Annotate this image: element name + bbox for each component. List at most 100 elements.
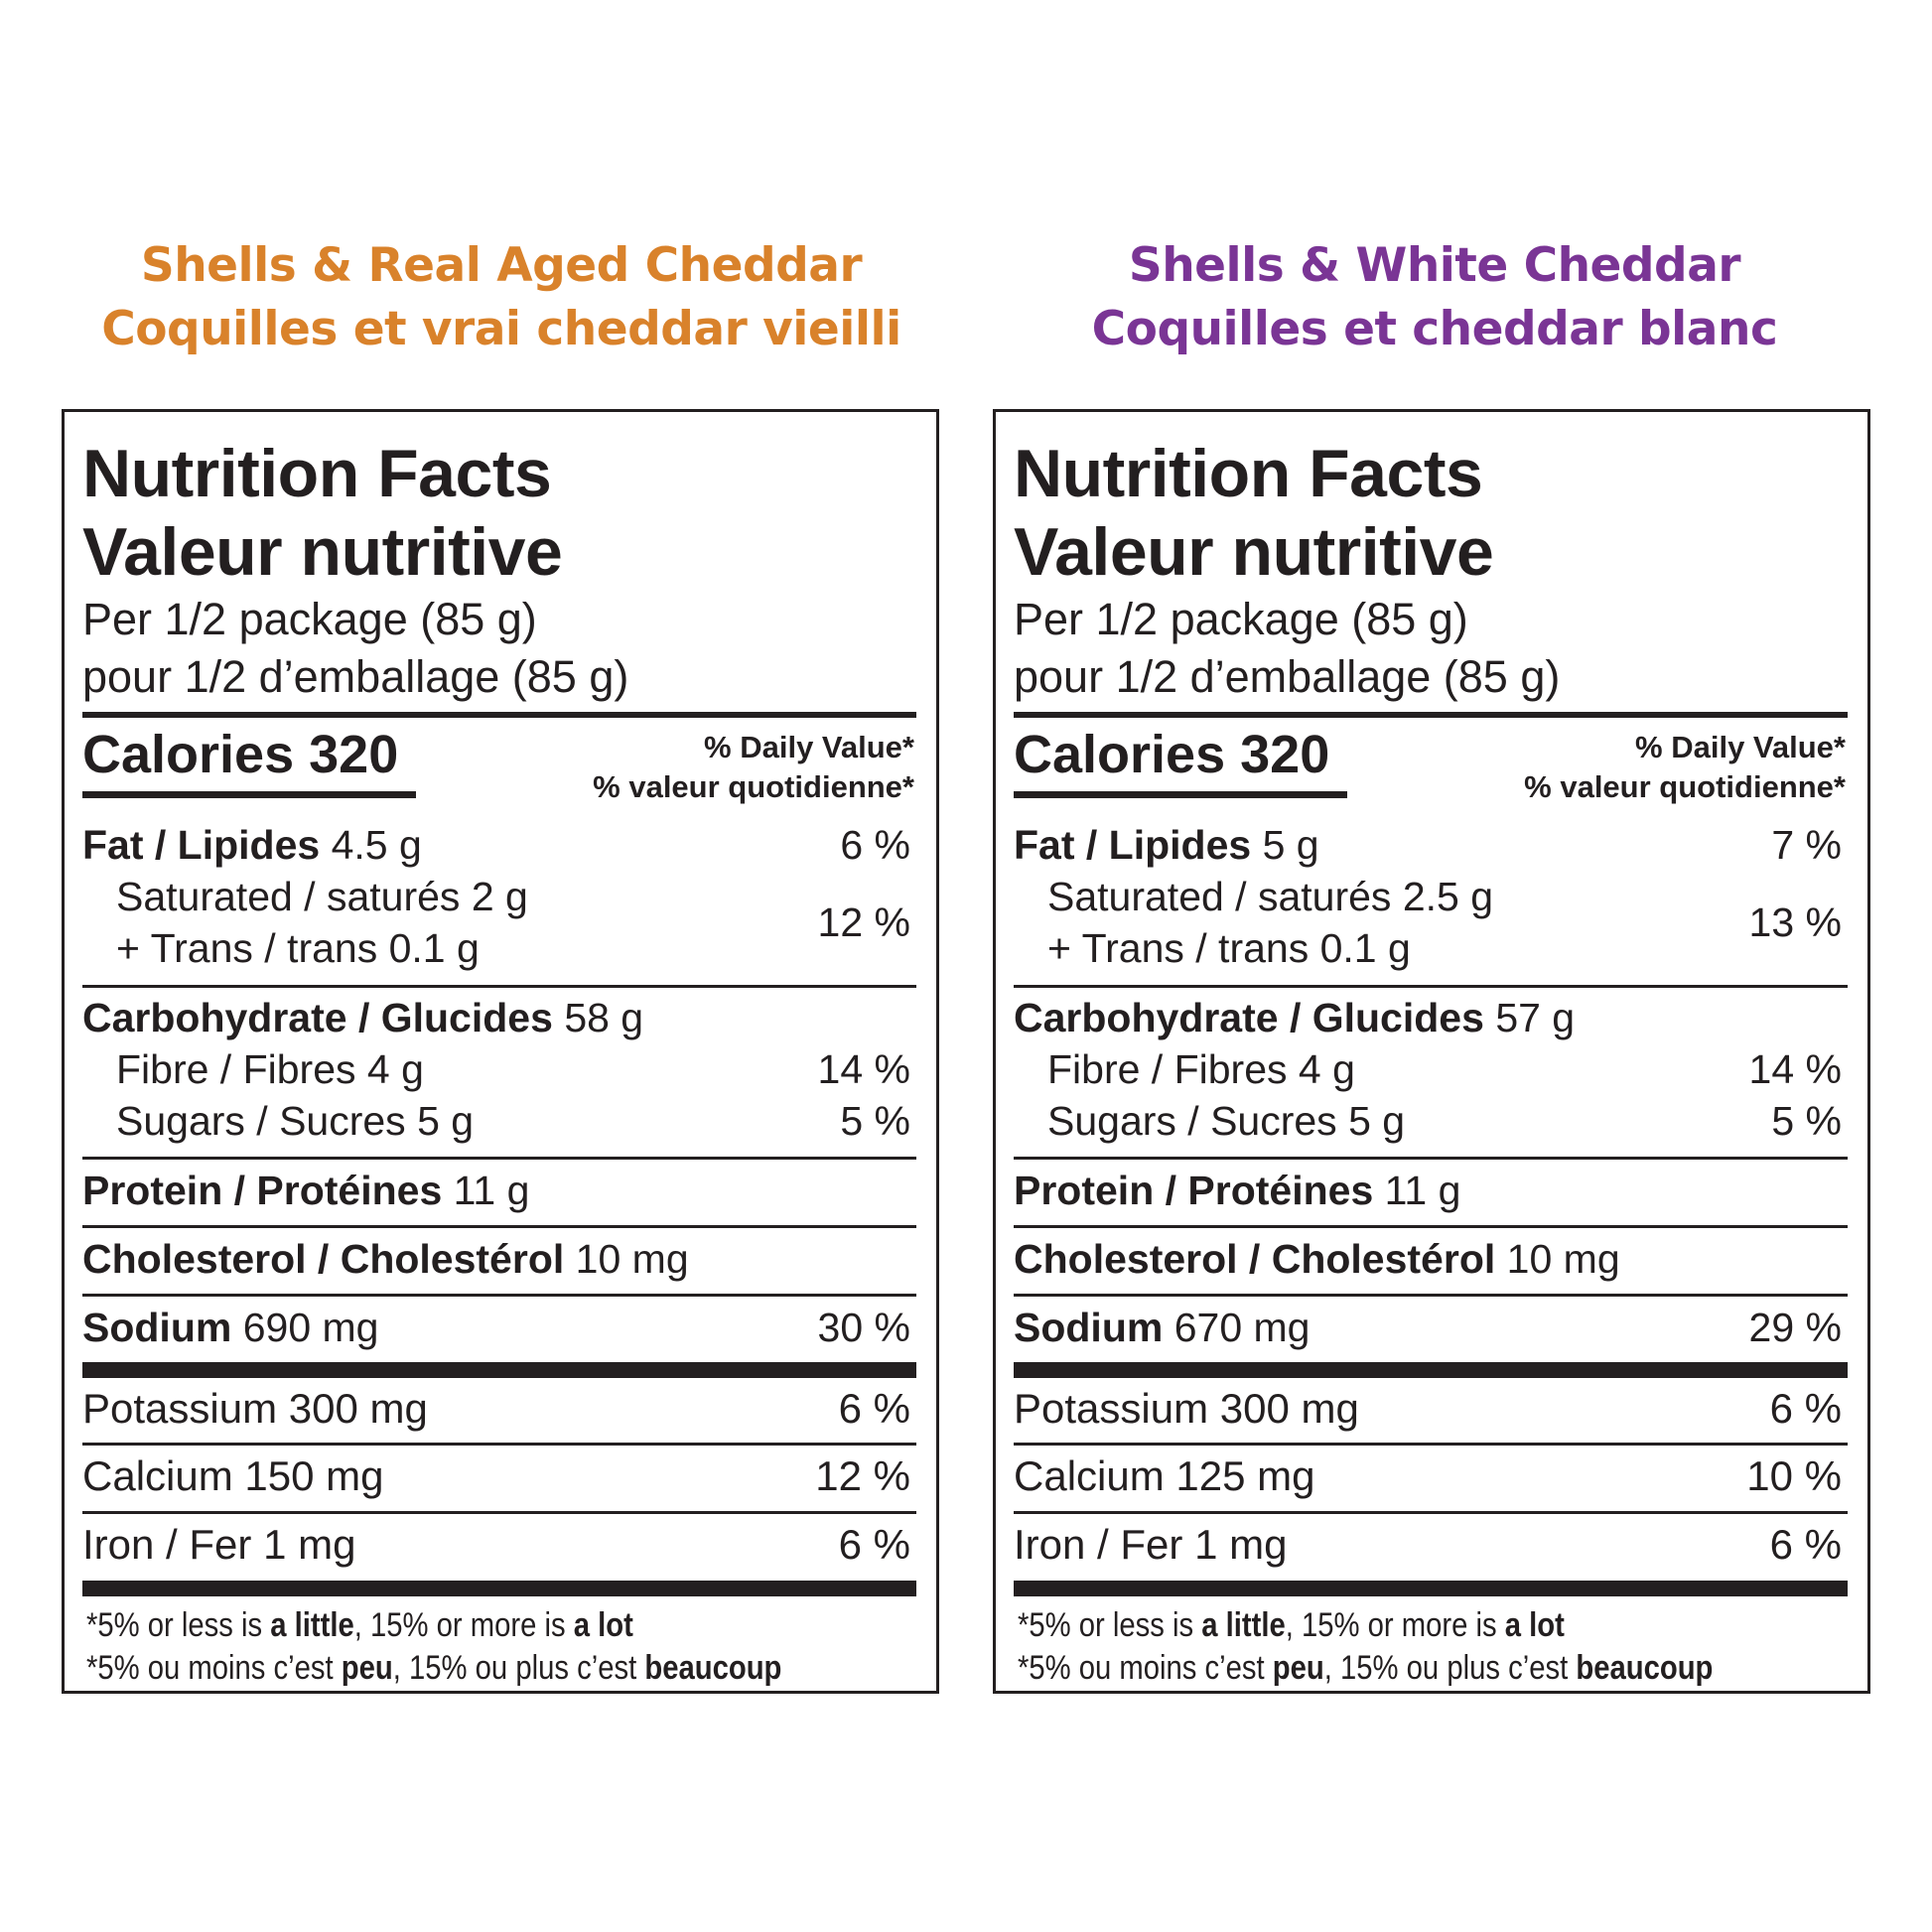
thick-divider bbox=[1014, 1581, 1848, 1596]
iron-row: Iron / Fer 1 mg bbox=[1014, 1519, 1287, 1571]
potassium-amount: 300 mg bbox=[288, 1385, 428, 1432]
protein-label: Protein / Protéines bbox=[1014, 1168, 1374, 1213]
carbohydrate-label: Carbohydrate / Glucides bbox=[1014, 995, 1484, 1040]
sodium-row: Sodium 670 mg bbox=[1014, 1302, 1311, 1353]
trans-amount: 0.1 g bbox=[388, 925, 480, 971]
footnote-text: *5% ou moins c’est bbox=[1018, 1649, 1273, 1687]
footnote-en: *5% or less is a little, 15% or more is … bbox=[86, 1603, 633, 1647]
sugars-row: Sugars / Sucres 5 g bbox=[1047, 1095, 1405, 1147]
protein-label: Protein / Protéines bbox=[82, 1168, 443, 1213]
potassium-percent: 6 % bbox=[838, 1385, 910, 1432]
footnote-bold: beaucoup bbox=[1576, 1649, 1714, 1687]
fat-amount: 5 g bbox=[1262, 822, 1319, 868]
fibre-label: Fibre / Fibres bbox=[1047, 1046, 1288, 1092]
valeur-nutritive-heading: Valeur nutritive bbox=[1014, 514, 1494, 590]
calories-value: 320 bbox=[309, 725, 399, 784]
cholesterol-row: Cholesterol / Cholestérol 10 mg bbox=[1014, 1233, 1620, 1285]
saturated-label: Saturated / saturés bbox=[116, 874, 461, 919]
footnote-text: *5% or less is bbox=[1018, 1606, 1202, 1644]
potassium-percent: 6 % bbox=[1769, 1385, 1842, 1432]
fat-amount: 4.5 g bbox=[331, 822, 422, 868]
fibre-amount: 4 g bbox=[366, 1046, 424, 1092]
calcium-amount: 150 mg bbox=[244, 1452, 384, 1499]
serving-size-en: Per 1/2 package (85 g) bbox=[82, 594, 537, 644]
iron-label: Iron / Fer bbox=[1014, 1521, 1183, 1568]
sugars-percent: 5 % bbox=[840, 1098, 910, 1144]
sodium-amount: 690 mg bbox=[242, 1305, 379, 1350]
iron-label: Iron / Fer bbox=[82, 1521, 252, 1568]
fat-label: Fat / Lipides bbox=[1014, 822, 1252, 868]
calories-row: Calories 320 bbox=[82, 722, 398, 787]
valeur-nutritive-heading: Valeur nutritive bbox=[82, 514, 563, 590]
calcium-label: Calcium bbox=[82, 1452, 233, 1499]
sodium-label: Sodium bbox=[1014, 1305, 1164, 1350]
carbohydrate-row: Carbohydrate / Glucides 58 g bbox=[82, 992, 643, 1043]
carbohydrate-amount: 58 g bbox=[564, 995, 644, 1040]
calcium-percent: 12 % bbox=[815, 1452, 910, 1499]
right-nutrition-facts-panel: Nutrition Facts Valeur nutritive Per 1/2… bbox=[993, 409, 1870, 1694]
protein-amount: 11 g bbox=[453, 1168, 530, 1213]
left-product-name-fr: Coquilles et vrai cheddar vieilli bbox=[101, 302, 901, 356]
sugars-label: Sugars / Sucres bbox=[1047, 1098, 1337, 1144]
trans-row: + Trans / trans 0.1 g bbox=[1047, 922, 1411, 974]
iron-row: Iron / Fer 1 mg bbox=[82, 1519, 355, 1571]
divider bbox=[1014, 712, 1848, 718]
potassium-label: Potassium bbox=[1014, 1385, 1209, 1432]
footnote-bold: peu bbox=[341, 1649, 393, 1687]
sugars-row: Sugars / Sucres 5 g bbox=[116, 1095, 474, 1147]
sodium-row: Sodium 690 mg bbox=[82, 1302, 379, 1353]
sodium-percent: 29 % bbox=[1748, 1305, 1842, 1350]
sugars-percent: 5 % bbox=[1771, 1098, 1842, 1144]
protein-amount: 11 g bbox=[1384, 1168, 1461, 1213]
daily-value-header-fr: % valeur quotidienne* bbox=[593, 769, 914, 804]
footnote-bold: a little bbox=[1201, 1606, 1286, 1644]
carbohydrate-amount: 57 g bbox=[1495, 995, 1576, 1040]
fat-percent: 6 % bbox=[840, 822, 910, 868]
saturated-amount: 2 g bbox=[471, 874, 528, 919]
potassium-amount: 300 mg bbox=[1219, 1385, 1359, 1432]
divider bbox=[1014, 1294, 1848, 1297]
trans-label: + Trans / trans bbox=[116, 925, 378, 971]
calcium-amount: 125 mg bbox=[1175, 1452, 1315, 1499]
calcium-percent: 10 % bbox=[1746, 1452, 1842, 1499]
protein-row: Protein / Protéines 11 g bbox=[82, 1165, 529, 1216]
calories-label: Calories bbox=[1014, 725, 1226, 784]
sodium-amount: 670 mg bbox=[1173, 1305, 1311, 1350]
divider bbox=[1014, 1157, 1848, 1160]
thick-divider bbox=[82, 1362, 916, 1378]
serving-size-en: Per 1/2 package (85 g) bbox=[1014, 594, 1468, 644]
trans-label: + Trans / trans bbox=[1047, 925, 1310, 971]
saturated-row: Saturated / saturés 2 g bbox=[116, 871, 528, 922]
thick-divider bbox=[82, 1581, 916, 1596]
calories-underline bbox=[82, 791, 416, 798]
fat-row: Fat / Lipides 5 g bbox=[1014, 819, 1319, 871]
sugars-label: Sugars / Sucres bbox=[116, 1098, 406, 1144]
divider bbox=[1014, 1511, 1848, 1514]
iron-amount: 1 mg bbox=[1194, 1521, 1288, 1568]
footnote-fr: *5% ou moins c’est peu, 15% ou plus c’es… bbox=[1018, 1646, 1713, 1690]
nutrition-facts-heading: Nutrition Facts bbox=[1014, 436, 1483, 511]
cholesterol-label: Cholesterol / Cholestérol bbox=[1014, 1236, 1496, 1282]
right-product-name-fr: Coquilles et cheddar blanc bbox=[1091, 302, 1778, 356]
iron-amount: 1 mg bbox=[263, 1521, 356, 1568]
calories-value: 320 bbox=[1240, 725, 1330, 784]
left-nutrition-facts-panel: Nutrition Facts Valeur nutritive Per 1/2… bbox=[62, 409, 939, 1694]
potassium-row: Potassium 300 mg bbox=[1014, 1383, 1359, 1435]
footnote-text: , 15% ou plus c’est bbox=[392, 1649, 645, 1687]
calcium-label: Calcium bbox=[1014, 1452, 1165, 1499]
fibre-percent: 14 % bbox=[1748, 1046, 1842, 1092]
footnote-text: , 15% ou plus c’est bbox=[1323, 1649, 1577, 1687]
serving-size-fr: pour 1/2 d’emballage (85 g) bbox=[1014, 651, 1561, 702]
fibre-amount: 4 g bbox=[1298, 1046, 1355, 1092]
carbohydrate-row: Carbohydrate / Glucides 57 g bbox=[1014, 992, 1575, 1043]
fibre-row: Fibre / Fibres 4 g bbox=[1047, 1043, 1355, 1095]
daily-value-header-fr: % valeur quotidienne* bbox=[1524, 769, 1846, 804]
calories-underline bbox=[1014, 791, 1347, 798]
trans-amount: 0.1 g bbox=[1319, 925, 1411, 971]
iron-percent: 6 % bbox=[838, 1521, 910, 1568]
fibre-percent: 14 % bbox=[817, 1046, 910, 1092]
calcium-row: Calcium 125 mg bbox=[1014, 1450, 1314, 1502]
divider bbox=[82, 1157, 916, 1160]
trans-row: + Trans / trans 0.1 g bbox=[116, 922, 480, 974]
saturated-row: Saturated / saturés 2.5 g bbox=[1047, 871, 1493, 922]
